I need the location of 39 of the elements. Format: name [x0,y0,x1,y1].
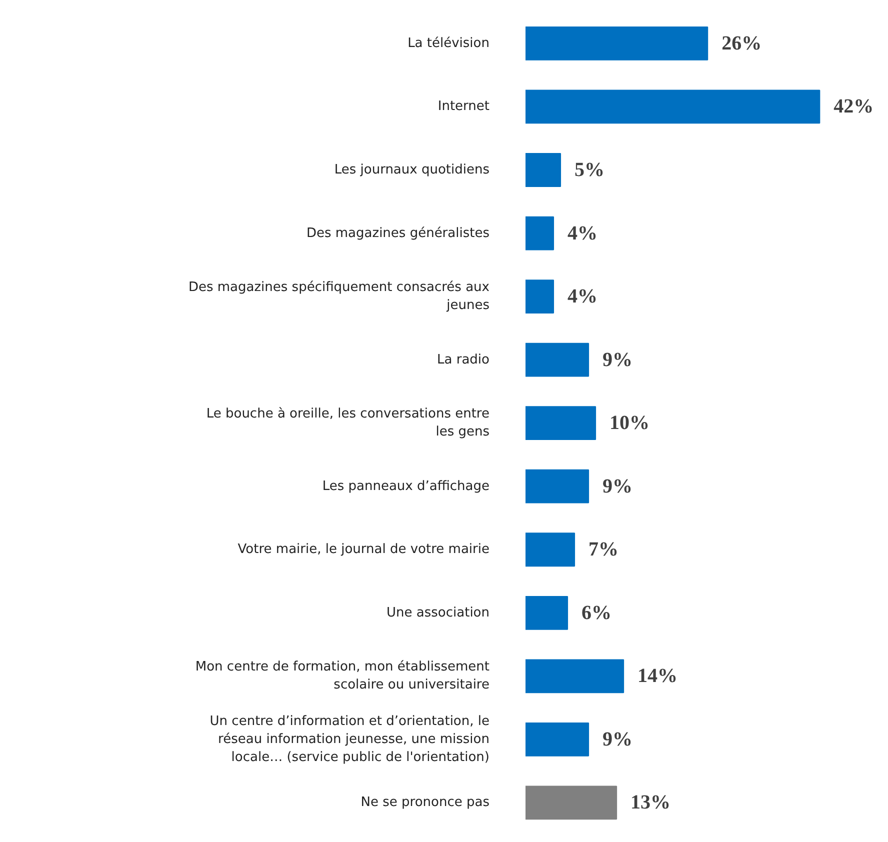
y-tick-label: Votre mairie, le journal de votre mairie [238,542,490,558]
y-tick-label: La radio [437,352,490,368]
y-tick-label: Internet [438,99,490,114]
data-label: 42% [834,96,874,118]
data-label: 13% [630,792,671,814]
data-label: 4% [568,222,598,244]
data-label: 6% [582,602,612,624]
y-tick-label: Un centre d’information et d’orientation, le réseau information jeunesse, une mission locale… (service public de l'orientation) [210,714,490,765]
bar [526,342,590,377]
data-label: 7% [588,538,619,561]
data-label: 4% [568,286,598,308]
bar [526,26,708,60]
data-label: 9% [602,348,633,371]
data-label: 14% [638,665,678,688]
bar [526,532,576,567]
data-label: 10% [610,412,650,434]
bar [526,406,596,440]
bar [526,280,554,314]
y-tick-label: Des magazines généralistes [306,226,490,241]
y-tick-label: Le bouche à oreille, les conversations entre les gens [206,406,490,440]
bar [526,90,820,124]
y-tick-label: Ne se prononce pas [360,795,490,810]
y-tick-label: Mon centre de formation, mon établissement scolaire ou universitaire [195,660,490,693]
data-label: 9% [602,475,633,498]
y-tick-label: Des magazines spécifiquement consacrés aux jeunes [188,280,490,314]
y-tick-label: La télévision [408,36,490,51]
y-tick-label: Les panneaux d’affichage [322,478,490,494]
data-label: 5% [574,159,605,181]
bar [526,722,590,756]
bar [526,153,562,187]
y-tick-label: Les journaux quotidiens [334,162,490,178]
bar [526,216,554,250]
y-tick-label: Une association [386,605,490,620]
bar [526,596,568,630]
data-label: 26% [722,32,762,54]
bar [526,786,618,820]
bar [526,659,624,694]
bar [526,469,590,504]
data-label: 9% [602,728,633,750]
